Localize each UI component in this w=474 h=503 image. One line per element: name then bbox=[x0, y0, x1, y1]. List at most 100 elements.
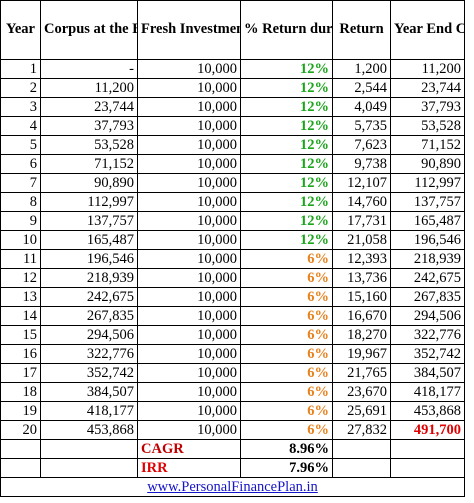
cell-percent-return: 6% bbox=[240, 420, 333, 440]
cell-year-end-corpus: 322,776 bbox=[390, 325, 465, 345]
cell-corpus-begin: 242,675 bbox=[40, 287, 138, 307]
cell-return: 15,160 bbox=[332, 287, 391, 307]
cell-corpus-begin: 112,997 bbox=[40, 192, 138, 212]
table-row: 4 37,793 10,000 12% 5,735 53,528 bbox=[0, 116, 465, 136]
cell-corpus-begin: 453,868 bbox=[40, 420, 138, 440]
cell-year-end-corpus: 196,546 bbox=[390, 230, 465, 250]
cell-year-end-corpus: 137,757 bbox=[390, 192, 465, 212]
cell-fresh-investment: 10,000 bbox=[137, 344, 241, 364]
header-year: Year bbox=[0, 0, 41, 60]
cell-year-end-corpus: 491,700 bbox=[390, 420, 465, 440]
cell-year: 3 bbox=[0, 97, 41, 117]
cell-corpus-begin: - bbox=[40, 59, 138, 79]
table-row: 16 322,776 10,000 6% 19,967 352,742 bbox=[0, 344, 465, 364]
summary-empty-cell bbox=[40, 458, 138, 478]
returns-table: Year Corpus at the Beginning of Year Fre… bbox=[0, 0, 465, 497]
table-row: 20 453,868 10,000 6% 27,832 491,700 bbox=[0, 420, 465, 440]
cell-year-end-corpus: 453,868 bbox=[390, 401, 465, 421]
header-row: Year Corpus at the Beginning of Year Fre… bbox=[0, 0, 465, 60]
cell-year: 7 bbox=[0, 173, 41, 193]
website-link[interactable]: www.PersonalFinancePlan.in bbox=[147, 479, 318, 495]
table-row: 6 71,152 10,000 12% 9,738 90,890 bbox=[0, 154, 465, 174]
table-row: 19 418,177 10,000 6% 25,691 453,868 bbox=[0, 401, 465, 421]
irr-value: 7.96% bbox=[240, 458, 333, 478]
cell-corpus-begin: 53,528 bbox=[40, 135, 138, 155]
cell-year: 2 bbox=[0, 78, 41, 98]
cell-year-end-corpus: 53,528 bbox=[390, 116, 465, 136]
table-row: 18 384,507 10,000 6% 23,670 418,177 bbox=[0, 382, 465, 402]
cell-year-end-corpus: 71,152 bbox=[390, 135, 465, 155]
cell-fresh-investment: 10,000 bbox=[137, 59, 241, 79]
cell-fresh-investment: 10,000 bbox=[137, 306, 241, 326]
cell-fresh-investment: 10,000 bbox=[137, 325, 241, 345]
cell-percent-return: 6% bbox=[240, 287, 333, 307]
cell-year: 18 bbox=[0, 382, 41, 402]
cell-return: 2,544 bbox=[332, 78, 391, 98]
cagr-label: CAGR bbox=[137, 439, 241, 459]
table-row: 7 90,890 10,000 12% 12,107 112,997 bbox=[0, 173, 465, 193]
cell-fresh-investment: 10,000 bbox=[137, 116, 241, 136]
cagr-row: CAGR 8.96% bbox=[0, 439, 465, 459]
table-row: 3 23,744 10,000 12% 4,049 37,793 bbox=[0, 97, 465, 117]
irr-row: IRR 7.96% bbox=[0, 458, 465, 478]
cell-return: 18,270 bbox=[332, 325, 391, 345]
cell-percent-return: 6% bbox=[240, 401, 333, 421]
cell-year: 12 bbox=[0, 268, 41, 288]
cell-percent-return: 12% bbox=[240, 173, 333, 193]
footer-cell: www.PersonalFinancePlan.in bbox=[0, 477, 465, 497]
cell-year: 9 bbox=[0, 211, 41, 231]
header-corpus-begin: Corpus at the Beginning of Year bbox=[40, 0, 138, 60]
cell-percent-return: 12% bbox=[240, 135, 333, 155]
cell-year: 13 bbox=[0, 287, 41, 307]
table-row: 1-10,000 12% 1,200 11,200 bbox=[0, 59, 465, 79]
summary-empty-cell bbox=[332, 439, 391, 459]
cell-corpus-begin: 196,546 bbox=[40, 249, 138, 269]
table-row: 2 11,200 10,000 12% 2,544 23,744 bbox=[0, 78, 465, 98]
cell-year: 16 bbox=[0, 344, 41, 364]
cell-fresh-investment: 10,000 bbox=[137, 268, 241, 288]
table-row: 12 218,939 10,000 6% 13,736 242,675 bbox=[0, 268, 465, 288]
cell-year-end-corpus: 218,939 bbox=[390, 249, 465, 269]
cell-corpus-begin: 90,890 bbox=[40, 173, 138, 193]
cell-return: 27,832 bbox=[332, 420, 391, 440]
cell-corpus-begin: 23,744 bbox=[40, 97, 138, 117]
cell-return: 9,738 bbox=[332, 154, 391, 174]
cell-fresh-investment: 10,000 bbox=[137, 420, 241, 440]
cell-year-end-corpus: 90,890 bbox=[390, 154, 465, 174]
cell-fresh-investment: 10,000 bbox=[137, 401, 241, 421]
cell-percent-return: 12% bbox=[240, 78, 333, 98]
cell-return: 13,736 bbox=[332, 268, 391, 288]
summary-empty-cell bbox=[332, 458, 391, 478]
cell-return: 5,735 bbox=[332, 116, 391, 136]
cell-fresh-investment: 10,000 bbox=[137, 78, 241, 98]
cell-corpus-begin: 322,776 bbox=[40, 344, 138, 364]
cell-year-end-corpus: 418,177 bbox=[390, 382, 465, 402]
cell-corpus-begin: 384,507 bbox=[40, 382, 138, 402]
header-fresh-investment: Fresh Investment on January 1 bbox=[137, 0, 241, 60]
cell-percent-return: 12% bbox=[240, 211, 333, 231]
cell-percent-return: 6% bbox=[240, 268, 333, 288]
cell-year: 6 bbox=[0, 154, 41, 174]
table-row: 5 53,528 10,000 12% 7,623 71,152 bbox=[0, 135, 465, 155]
cell-corpus-begin: 137,757 bbox=[40, 211, 138, 231]
cell-year: 1 bbox=[0, 59, 41, 79]
cell-year: 8 bbox=[0, 192, 41, 212]
cell-corpus-begin: 418,177 bbox=[40, 401, 138, 421]
cell-percent-return: 12% bbox=[240, 154, 333, 174]
cell-fresh-investment: 10,000 bbox=[137, 287, 241, 307]
cell-percent-return: 6% bbox=[240, 344, 333, 364]
cell-percent-return: 12% bbox=[240, 59, 333, 79]
cell-percent-return: 12% bbox=[240, 97, 333, 117]
cell-corpus-begin: 267,835 bbox=[40, 306, 138, 326]
cell-year-end-corpus: 384,507 bbox=[390, 363, 465, 383]
cell-return: 4,049 bbox=[332, 97, 391, 117]
cell-return: 12,393 bbox=[332, 249, 391, 269]
summary-empty-cell bbox=[0, 458, 41, 478]
cell-year-end-corpus: 242,675 bbox=[390, 268, 465, 288]
cell-year-end-corpus: 11,200 bbox=[390, 59, 465, 79]
cell-corpus-begin: 165,487 bbox=[40, 230, 138, 250]
footer-row: www.PersonalFinancePlan.in bbox=[0, 477, 465, 497]
header-percent-return: % Return during the year bbox=[240, 0, 333, 60]
summary-empty-cell bbox=[390, 458, 465, 478]
cell-year: 15 bbox=[0, 325, 41, 345]
